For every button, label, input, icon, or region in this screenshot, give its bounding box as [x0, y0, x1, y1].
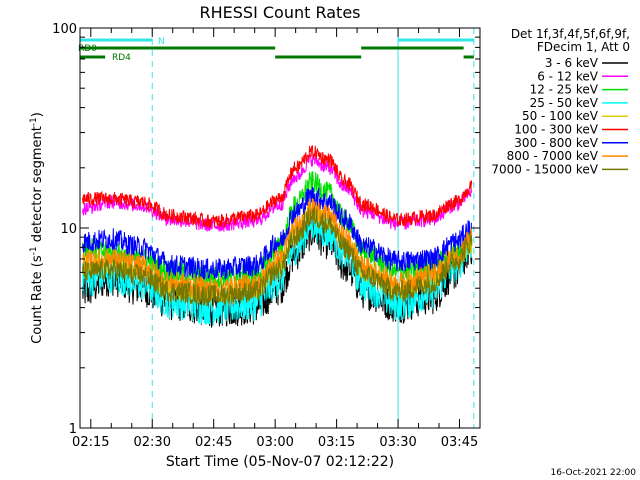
- x-tick-label: 02:15: [72, 435, 109, 450]
- series-line-8: [82, 206, 473, 307]
- plot-area: N RD0 RD4: [78, 28, 475, 428]
- legend-label: 7000 - 15000 keV: [491, 162, 598, 176]
- x-axis-label: Start Time (05-Nov-07 02:12:22): [166, 454, 394, 470]
- flag-label-n: N: [158, 37, 165, 47]
- x-tick-label: 03:00: [256, 435, 293, 450]
- y-axis-label-main: Count Rate (s: [30, 255, 45, 344]
- y-tick-label: 10: [60, 222, 77, 237]
- x-tick-label: 02:45: [195, 435, 232, 450]
- state-flag-bars: N RD0 RD4: [78, 37, 474, 63]
- y-axis-ticks: 1 10 100: [52, 22, 480, 437]
- legend-label: 100 - 300 keV: [514, 123, 598, 137]
- y-axis-label-sup1: -1: [29, 246, 39, 255]
- x-tick-label: 03:45: [441, 435, 478, 450]
- x-tick-label: 03:15: [318, 435, 355, 450]
- x-tick-label: 02:30: [134, 435, 171, 450]
- legend-label: 300 - 800 keV: [514, 136, 598, 150]
- chart-title: RHESSI Count Rates: [200, 3, 361, 22]
- legend-header-line-1: Det 1f,3f,4f,5f,6f,9f,: [511, 27, 630, 41]
- flag-label-rd4: RD4: [112, 53, 131, 63]
- legend-label: 3 - 6 keV: [545, 56, 599, 70]
- series-line-6: [82, 187, 472, 280]
- legend-label: 25 - 50 keV: [530, 96, 599, 110]
- y-axis-label-end: ): [30, 112, 45, 117]
- flag-label-rd0: RD0: [78, 44, 97, 54]
- series-line-5: [82, 145, 473, 229]
- series-lines: [82, 145, 473, 328]
- y-tick-label: 1: [69, 422, 77, 437]
- y-axis-label-mid: detector segment: [30, 126, 45, 246]
- legend-label: 50 - 100 keV: [522, 109, 599, 123]
- x-axis-ticks: 02:15 02:30 02:45 03:00 03:15 03:30 03:45: [72, 28, 481, 450]
- legend-label: 6 - 12 keV: [537, 69, 599, 83]
- legend-label: 12 - 25 keV: [530, 83, 599, 97]
- y-tick-label: 100: [52, 22, 77, 37]
- generated-timestamp: 16-Oct-2021 22:00: [551, 468, 637, 478]
- legend-header-line-2: FDecim 1, Att 0: [537, 40, 630, 54]
- y-axis-label-sup2: -1: [29, 117, 39, 126]
- x-tick-label: 03:30: [379, 435, 416, 450]
- legend: Det 1f,3f,4f,5f,6f,9f, FDecim 1, Att 0 3…: [491, 27, 630, 176]
- y-axis-label: Count Rate (s-1 detector segment-1): [29, 112, 45, 344]
- legend-label: 800 - 7000 keV: [507, 149, 599, 163]
- series-line-3: [82, 208, 473, 326]
